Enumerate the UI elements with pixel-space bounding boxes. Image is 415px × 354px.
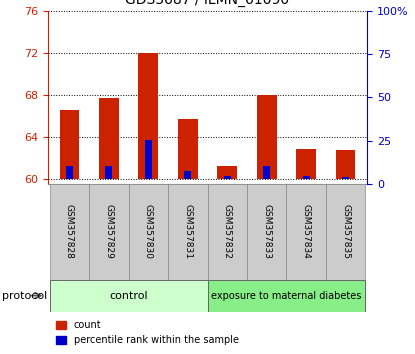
Bar <box>296 149 316 179</box>
Bar <box>66 166 73 179</box>
Text: GSM357835: GSM357835 <box>341 204 350 259</box>
Text: GSM357828: GSM357828 <box>65 204 74 259</box>
FancyBboxPatch shape <box>50 280 208 312</box>
Bar <box>263 166 270 179</box>
Text: GSM357833: GSM357833 <box>262 204 271 259</box>
Bar <box>145 140 152 179</box>
FancyBboxPatch shape <box>286 184 326 280</box>
Bar <box>224 176 231 179</box>
Bar <box>60 110 79 179</box>
Legend: count, percentile rank within the sample: count, percentile rank within the sample <box>53 316 243 349</box>
Text: GSM357830: GSM357830 <box>144 204 153 259</box>
Text: GSM357829: GSM357829 <box>105 204 113 259</box>
Bar <box>217 166 237 179</box>
FancyBboxPatch shape <box>326 184 365 280</box>
Bar <box>342 177 349 179</box>
Text: GSM357831: GSM357831 <box>183 204 192 259</box>
Bar <box>257 95 276 179</box>
Text: control: control <box>109 291 148 301</box>
FancyBboxPatch shape <box>89 184 129 280</box>
FancyBboxPatch shape <box>50 184 89 280</box>
FancyBboxPatch shape <box>168 184 208 280</box>
FancyBboxPatch shape <box>129 184 168 280</box>
Bar <box>184 171 191 179</box>
Bar <box>99 98 119 179</box>
Text: protocol: protocol <box>2 291 47 301</box>
Title: GDS3687 / ILMN_61090: GDS3687 / ILMN_61090 <box>125 0 290 7</box>
Bar <box>336 150 355 179</box>
Text: GSM357832: GSM357832 <box>223 204 232 259</box>
Bar <box>303 176 310 179</box>
FancyBboxPatch shape <box>247 184 286 280</box>
Bar <box>139 53 158 179</box>
Bar <box>178 119 198 179</box>
Text: GSM357834: GSM357834 <box>302 204 310 259</box>
FancyBboxPatch shape <box>208 184 247 280</box>
Text: exposure to maternal diabetes: exposure to maternal diabetes <box>211 291 361 301</box>
FancyBboxPatch shape <box>208 280 365 312</box>
Bar <box>105 166 112 179</box>
